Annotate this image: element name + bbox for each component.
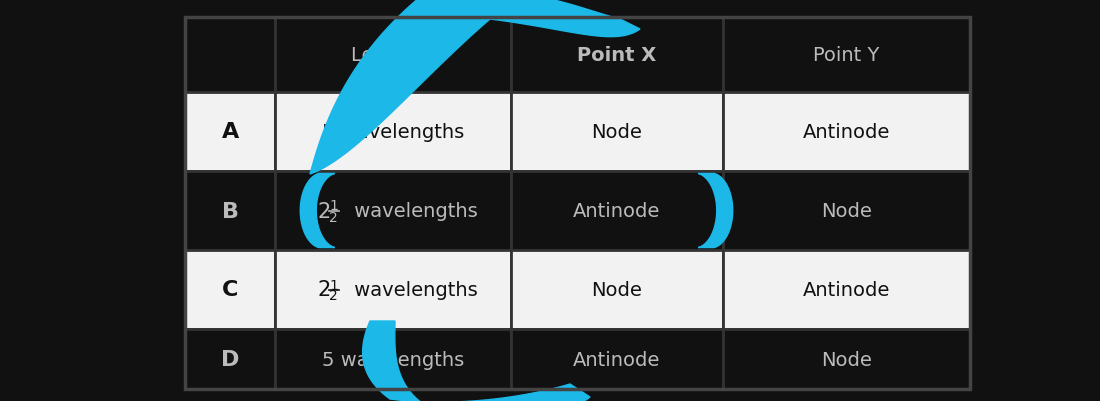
Bar bbox=[275, 329, 510, 389]
Text: wavelengths: wavelengths bbox=[348, 280, 477, 299]
Text: Point X: Point X bbox=[578, 46, 657, 65]
Text: 2: 2 bbox=[318, 280, 331, 300]
Bar bbox=[723, 172, 970, 250]
Bar bbox=[185, 18, 275, 93]
Bar bbox=[723, 250, 970, 329]
Text: 2: 2 bbox=[329, 289, 338, 303]
Bar bbox=[723, 93, 970, 172]
Text: Point Y: Point Y bbox=[813, 46, 880, 65]
Text: C: C bbox=[222, 280, 239, 300]
Bar bbox=[275, 250, 510, 329]
Bar bbox=[723, 329, 970, 389]
Bar bbox=[185, 93, 275, 172]
Text: 1: 1 bbox=[329, 199, 338, 213]
Text: Antinode: Antinode bbox=[803, 280, 890, 299]
Text: Node: Node bbox=[592, 280, 642, 299]
Text: 1: 1 bbox=[329, 278, 338, 292]
Bar bbox=[185, 250, 275, 329]
Bar bbox=[185, 18, 970, 389]
Bar bbox=[510, 329, 723, 389]
Polygon shape bbox=[310, 0, 640, 174]
Text: Antinode: Antinode bbox=[803, 123, 890, 142]
Polygon shape bbox=[363, 321, 590, 401]
Text: Node: Node bbox=[821, 350, 872, 369]
Bar bbox=[185, 172, 275, 250]
Text: 5 wavelengths: 5 wavelengths bbox=[322, 123, 464, 142]
Bar bbox=[723, 18, 970, 93]
Bar bbox=[275, 18, 510, 93]
Text: Antinode: Antinode bbox=[573, 201, 660, 221]
Polygon shape bbox=[698, 174, 733, 248]
Text: wavelengths: wavelengths bbox=[348, 201, 477, 221]
Text: 5 wavelengths: 5 wavelengths bbox=[322, 350, 464, 369]
Bar bbox=[275, 93, 510, 172]
Text: Length L: Length L bbox=[351, 46, 436, 65]
Text: B: B bbox=[221, 201, 239, 221]
Text: D: D bbox=[221, 349, 240, 369]
Text: Node: Node bbox=[592, 123, 642, 142]
Bar bbox=[510, 93, 723, 172]
Bar bbox=[510, 172, 723, 250]
Polygon shape bbox=[300, 174, 334, 248]
Text: 2: 2 bbox=[318, 201, 331, 221]
Text: Node: Node bbox=[821, 201, 872, 221]
Bar bbox=[510, 250, 723, 329]
Text: A: A bbox=[221, 122, 239, 142]
Text: Antinode: Antinode bbox=[573, 350, 660, 369]
Bar bbox=[275, 172, 510, 250]
Text: 2: 2 bbox=[329, 210, 338, 224]
Bar bbox=[510, 18, 723, 93]
Bar bbox=[185, 329, 275, 389]
